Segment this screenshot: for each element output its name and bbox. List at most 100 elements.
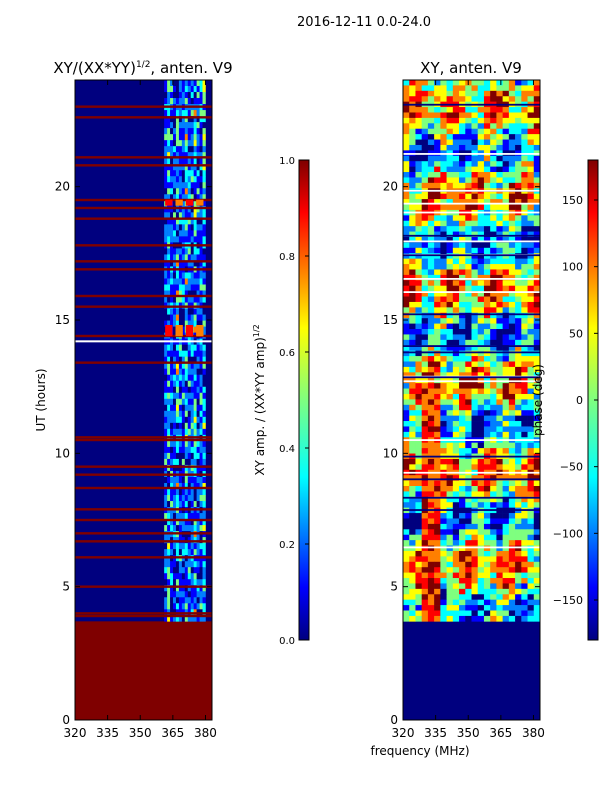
phase-cell [446,610,454,617]
amp-cell [196,573,200,580]
phase-cell [502,404,510,411]
amp-cell [170,86,174,93]
phase-cell [415,578,422,584]
phase-cell [409,518,416,525]
phase-cell [446,323,454,330]
phase-cell [465,96,472,102]
phase-cell [515,366,522,373]
phase-cell [427,215,435,222]
phase-cell [427,312,435,319]
amp-cell [184,248,189,255]
phase-cell [471,161,479,167]
phase-cell [427,112,435,119]
phase-cell [502,204,510,211]
amp-cell [202,212,206,219]
amp-cell [167,80,171,87]
amp-cell [164,519,168,526]
phase-cell [415,236,422,243]
amp-cell [173,146,177,153]
phase-cell [446,550,454,557]
amp-cell [167,110,171,117]
phase-cell [502,545,510,552]
phase-cell [490,90,497,97]
phase-cell [533,144,540,151]
amp-cell [178,549,183,556]
phase-cell [490,334,497,341]
phase-cell [452,307,460,314]
amp-cell [184,476,189,484]
amp-cell [173,110,177,117]
phase-cell [452,410,460,416]
amp-cell [196,501,200,508]
phase-cell [483,448,491,454]
phase-cell [496,90,503,97]
phase-cell [490,610,497,617]
amp-cell [199,368,203,376]
amp-cell [167,296,171,303]
phase-cell [421,588,429,595]
phase-cell [471,431,479,438]
amp-cell [187,573,192,580]
phase-cell [527,215,535,222]
amp-cell [202,110,206,117]
phase-cell [527,280,535,287]
amp-cell [170,116,174,123]
phase-cell [502,615,510,622]
phase-cell [477,296,485,303]
phase-cell [452,583,460,590]
amp-cell [170,543,174,550]
phase-cell [421,529,429,536]
phase-cell [533,496,540,503]
phase-cell [403,486,410,492]
phase-cell [403,204,410,211]
phase-cell [403,161,410,167]
phase-cell [434,139,441,146]
phase-cell [521,166,528,173]
amp-cell [181,206,186,213]
amp-cell [184,452,189,460]
phase-cell [415,182,422,189]
amp-cell [175,116,180,123]
amp-cell [199,519,203,526]
amp-cell [164,236,168,243]
phase-cell [434,280,441,287]
phase-cell [409,431,416,438]
phase-cell [452,605,460,611]
amp-cell [175,386,180,394]
phase-cell [496,415,503,422]
phase-cell [421,226,429,232]
phase-cell [471,518,479,525]
phase-cell [477,172,485,178]
amp-cell [178,230,183,237]
amp-cell [173,543,177,550]
phase-cell [496,491,503,498]
bright-cell [185,199,194,206]
phase-cell [483,523,491,530]
phase-cell [409,366,416,373]
phase-cell [465,144,472,151]
phase-cell [427,226,435,232]
amp-cell [187,422,192,430]
phase-cell [490,540,497,546]
phase-cell [440,496,447,503]
phase-cell [533,329,540,335]
amp-cell [175,248,180,255]
phase-cell [434,301,441,308]
phase-cell [440,264,447,270]
amp-cell [181,350,186,357]
phase-cell [483,280,491,287]
amp-cell [199,362,203,370]
amp-cell [187,122,192,129]
amp-cell [164,140,168,147]
phase-cell [496,496,503,503]
shared-xlabel: frequency (MHz) [370,744,469,758]
phase-cell [403,578,410,584]
phase-cell [465,264,472,270]
phase-cell [521,80,528,86]
amp-cell [190,452,194,460]
phase-cell [496,534,503,541]
phase-cell [465,366,472,373]
phase-cell [508,339,516,346]
bright-cell [165,199,173,206]
